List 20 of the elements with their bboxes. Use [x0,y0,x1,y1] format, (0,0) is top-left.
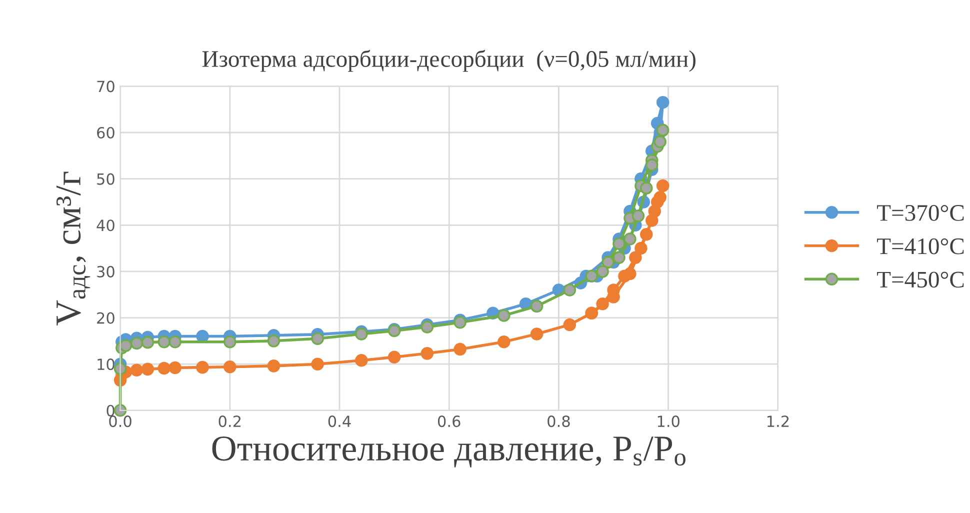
y-tick-label: 0 [106,404,114,416]
x-tick-label: 1.2 [767,416,789,427]
legend-label: T=370°C [877,204,964,221]
legend-label: T=450°C [877,272,964,288]
x-tick-label: 0.4 [328,416,351,428]
y-axis-title: V$_{адс}$, см³/г [56,172,90,326]
x-tick-label: 0.2 [218,416,241,428]
y-tick-label: 60 [97,126,114,139]
y-tick-label: 50 [97,173,114,185]
x-tick-label: 0.0 [109,416,132,428]
chart-title: Изотерма адсорбции-десорбции (ν=0,05 мл/мин) [202,50,696,72]
y-tick-label: 30 [97,266,114,278]
y-tick-label: 20 [97,312,114,324]
y-tick-label: 40 [96,220,114,232]
x-tick-label: 0.6 [438,416,460,428]
y-tick-label: 70 [97,80,114,92]
x-tick-label: 1.0 [658,416,680,428]
legend-label: T=410°C [877,238,964,254]
x-tick-label: 0.8 [548,416,570,428]
x-axis-title: Относительное давление, P$_{s}$/P$_{o}$ [212,436,686,468]
